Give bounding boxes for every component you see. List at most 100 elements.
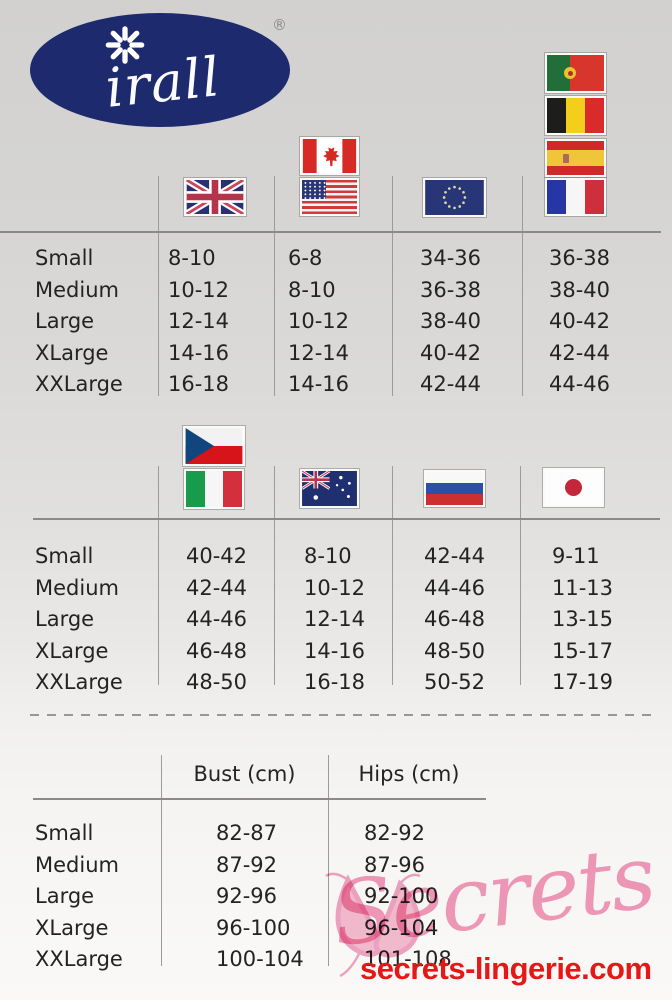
table2-column-line (392, 466, 393, 685)
size-label: Small (35, 544, 94, 568)
flag-australia-icon (300, 469, 359, 508)
size-value: 40-42 (186, 544, 248, 568)
bust-value: 96-100 (216, 916, 291, 940)
size-value: 50-52 (424, 670, 486, 694)
bust-value: 100-104 (216, 947, 304, 971)
size-value: 8-10 (288, 278, 336, 302)
size-label: Medium (35, 576, 119, 600)
size-label: Small (35, 246, 94, 270)
table-row: Medium 87-92 87-96 (0, 850, 672, 880)
watermark-site-url: secrets-lingerie.com (360, 951, 652, 986)
size-label: XLarge (35, 639, 109, 663)
bra-icon (325, 872, 421, 978)
brand-logo: irall (30, 13, 290, 127)
size-value: 46-48 (186, 639, 248, 663)
table3-column-line (161, 755, 162, 966)
table1-header-line (0, 231, 661, 233)
bust-column-header: Bust (cm) (193, 762, 296, 786)
spain-emblem (563, 154, 569, 163)
table1-column-line (392, 176, 393, 396)
flag-france-icon (545, 178, 606, 216)
size-value: 44-46 (186, 607, 248, 631)
size-value: 42-44 (186, 576, 248, 600)
size-value: 17-19 (552, 670, 614, 694)
flag-spain-icon (545, 139, 606, 177)
size-label: Small (35, 821, 94, 845)
bust-value: 92-96 (216, 884, 278, 908)
size-value: 36-38 (549, 246, 611, 270)
size-value: 34-36 (420, 246, 482, 270)
table2-column-line (520, 466, 521, 685)
size-label: Large (35, 884, 95, 908)
table2-column-line (158, 466, 159, 685)
table1-column-line (158, 176, 159, 396)
table-row: XXLarge 48-50 16-18 50-52 17-19 (0, 667, 672, 697)
size-value: 14-16 (168, 341, 230, 365)
size-value: 11-13 (552, 576, 614, 600)
flag-italy-icon (184, 469, 244, 509)
table1-column-line (274, 176, 275, 396)
flag-belgium-icon (545, 96, 606, 135)
bust-value: 82-87 (216, 821, 278, 845)
size-value: 44-46 (549, 372, 611, 396)
size-value: 10-12 (288, 309, 350, 333)
size-value: 9-11 (552, 544, 600, 568)
flag-canada-icon (300, 137, 359, 175)
bust-value: 87-92 (216, 853, 278, 877)
size-value: 13-15 (552, 607, 614, 631)
table-row: Medium 10-12 8-10 36-38 38-40 (0, 275, 672, 305)
table-row: Medium 42-44 10-12 44-46 11-13 (0, 573, 672, 603)
size-value: 42-44 (420, 372, 482, 396)
table3-column-line (328, 755, 329, 966)
table-row: XLarge 14-16 12-14 40-42 42-44 (0, 338, 672, 368)
table-row: Large 12-14 10-12 38-40 40-42 (0, 306, 672, 336)
table1-column-line (522, 176, 523, 396)
table2-header-line (33, 518, 660, 520)
table-row: XXLarge 16-18 14-16 42-44 44-46 (0, 369, 672, 399)
hips-column-header: Hips (cm) (358, 762, 460, 786)
flag-portugal-icon (545, 53, 606, 93)
size-value: 10-12 (168, 278, 230, 302)
size-value: 12-14 (304, 607, 366, 631)
size-label: XXLarge (35, 670, 123, 694)
registered-trademark: ® (272, 16, 287, 34)
size-label: XXLarge (35, 372, 123, 396)
size-value: 10-12 (304, 576, 366, 600)
size-value: 40-42 (549, 309, 611, 333)
size-value: 14-16 (304, 639, 366, 663)
flag-uk-icon (184, 178, 246, 216)
japan-sun-disc (565, 479, 582, 496)
size-value: 8-10 (168, 246, 216, 270)
size-value: 48-50 (424, 639, 486, 663)
size-label: Large (35, 309, 95, 333)
brand-logo-text: irall (102, 45, 224, 120)
size-value: 38-40 (549, 278, 611, 302)
portugal-emblem (564, 67, 576, 79)
table3-header-line (33, 798, 486, 800)
size-label: Medium (35, 278, 119, 302)
size-value: 42-44 (549, 341, 611, 365)
table-row: XLarge 46-48 14-16 48-50 15-17 (0, 636, 672, 666)
size-value: 44-46 (424, 576, 486, 600)
size-value: 15-17 (552, 639, 614, 663)
flag-russia-icon (424, 470, 485, 507)
hips-value: 82-92 (364, 821, 426, 845)
size-value: 42-44 (424, 544, 486, 568)
size-value: 36-38 (420, 278, 482, 302)
table-row: Small 82-87 82-92 (0, 818, 672, 848)
usa-canton (302, 180, 326, 199)
size-value: 6-8 (288, 246, 323, 270)
table-row: Small 40-42 8-10 42-44 9-11 (0, 541, 672, 571)
size-label: Large (35, 607, 95, 631)
table-row: Small 8-10 6-8 34-36 36-38 (0, 243, 672, 273)
flag-usa-icon (300, 178, 359, 216)
flag-japan-icon (543, 468, 604, 507)
size-value: 14-16 (288, 372, 350, 396)
size-value: 40-42 (420, 341, 482, 365)
flower-asterisk-icon (105, 26, 145, 64)
size-value: 12-14 (288, 341, 350, 365)
size-value: 16-18 (304, 670, 366, 694)
size-label: XXLarge (35, 947, 123, 971)
size-label: Medium (35, 853, 119, 877)
dashed-divider (30, 714, 652, 716)
